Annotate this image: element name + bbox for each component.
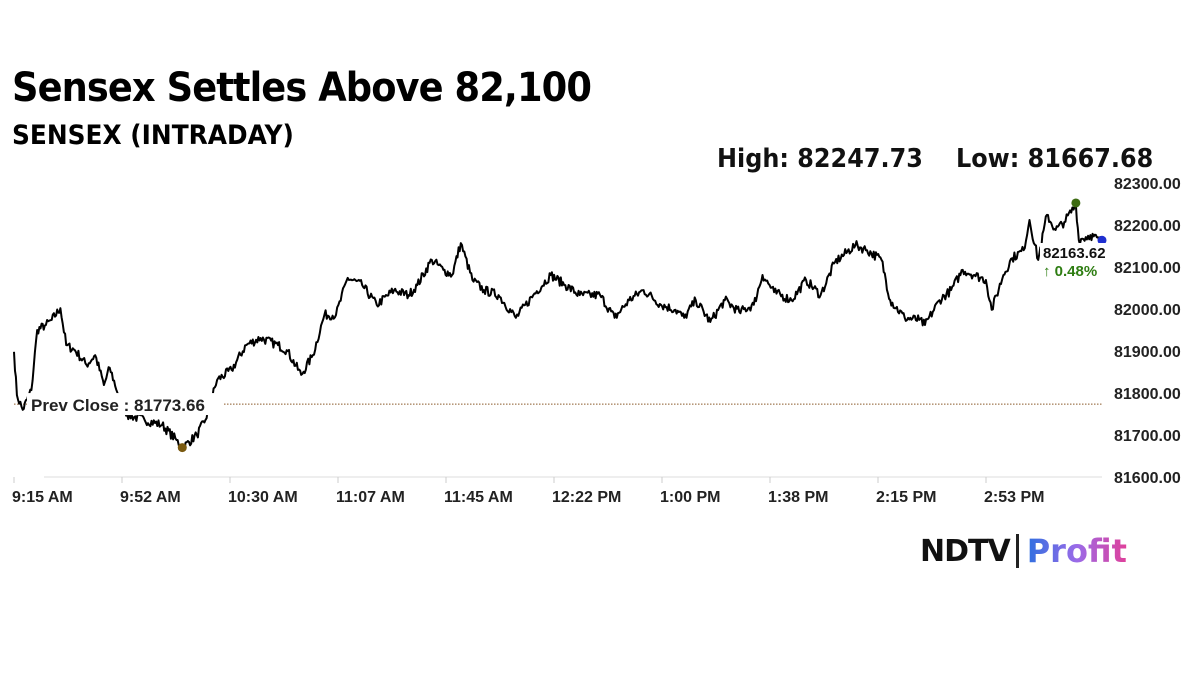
high-marker bbox=[1071, 198, 1081, 208]
x-tick-label: 12:22 PM bbox=[552, 489, 621, 506]
logo-divider bbox=[1015, 534, 1019, 568]
last-value-marker bbox=[1097, 235, 1107, 245]
chart-title: SENSEX (INTRADAY) bbox=[12, 120, 294, 151]
headline: Sensex Settles Above 82,100 bbox=[12, 65, 592, 111]
last-value-label: 82163.62 bbox=[1043, 245, 1106, 262]
sensex-line bbox=[13, 203, 1103, 452]
x-tick-label: 1:38 PM bbox=[768, 489, 828, 506]
low-marker bbox=[177, 443, 187, 453]
logo-profit: Profit bbox=[1026, 532, 1127, 570]
x-tick-label: 9:15 AM bbox=[12, 489, 73, 506]
y-tick-label: 81700.00 bbox=[1114, 428, 1181, 445]
y-tick-label: 81900.00 bbox=[1114, 344, 1181, 361]
x-tick-label: 11:07 AM bbox=[336, 489, 405, 506]
x-tick-label: 2:15 PM bbox=[876, 489, 936, 506]
y-tick-label: 82200.00 bbox=[1114, 218, 1181, 235]
ndtv-profit-logo: NDTV Profit bbox=[920, 532, 1127, 570]
high-label: High: 82247.73 bbox=[717, 144, 923, 174]
logo-ndtv: NDTV bbox=[920, 533, 1011, 569]
y-tick-label: 81800.00 bbox=[1114, 386, 1181, 403]
x-tick-label: 9:52 AM bbox=[120, 489, 181, 506]
x-tick-label: 2:53 PM bbox=[984, 489, 1044, 506]
change-label: ↑ 0.48% bbox=[1043, 263, 1097, 280]
y-tick-label: 82300.00 bbox=[1114, 176, 1181, 193]
x-tick-label: 11:45 AM bbox=[444, 489, 513, 506]
low-label: Low: 81667.68 bbox=[956, 144, 1154, 174]
x-tick-label: 10:30 AM bbox=[228, 489, 298, 506]
y-tick-label: 82000.00 bbox=[1114, 302, 1181, 319]
y-tick-label: 82100.00 bbox=[1114, 260, 1181, 277]
x-tick-label: 1:00 PM bbox=[660, 489, 720, 506]
last-value-bg bbox=[1040, 243, 1106, 279]
prev-close-label-bg bbox=[27, 393, 223, 416]
prev-close-label: Prev Close : 81773.66 bbox=[31, 396, 205, 415]
y-tick-label: 81600.00 bbox=[1114, 470, 1181, 487]
